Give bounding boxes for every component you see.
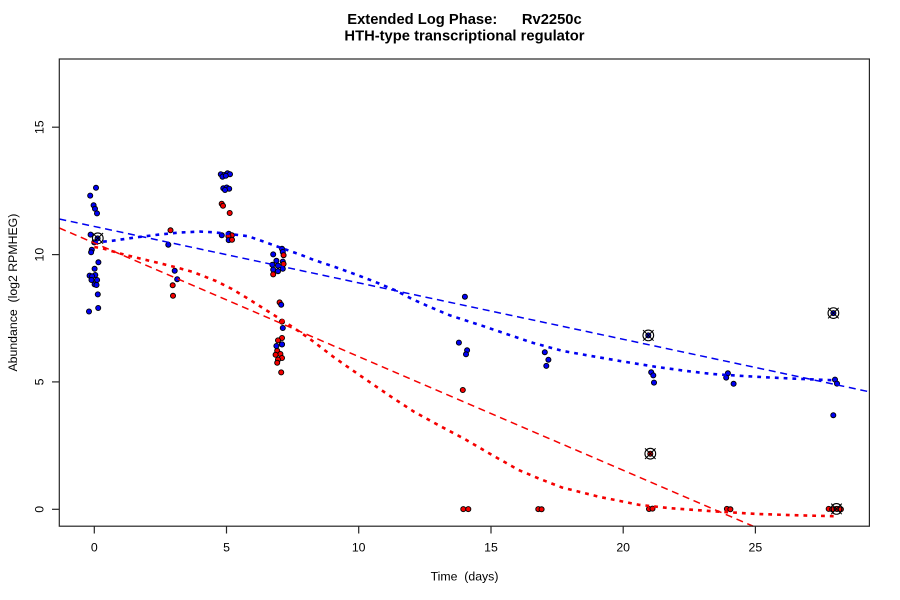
svg-text:10: 10 — [33, 248, 47, 262]
svg-text:10: 10 — [352, 541, 366, 555]
svg-text:15: 15 — [33, 120, 47, 134]
svg-text:Extended Log Phase: Rv225: Extended Log Phase: Rv2250c — [347, 12, 581, 28]
svg-text:25: 25 — [749, 541, 763, 555]
svg-text:Time (days): Time (days) — [431, 570, 499, 584]
svg-text:20: 20 — [616, 541, 630, 555]
svg-text:HTH-type transcriptional regul: HTH-type transcriptional regulator — [344, 28, 584, 44]
svg-text:15: 15 — [484, 541, 498, 555]
svg-text:5: 5 — [33, 378, 47, 385]
svg-text:Abundance (log2 RPMHEG): Abundance (log2 RPMHEG) — [6, 214, 20, 372]
svg-text:5: 5 — [223, 541, 230, 555]
svg-text:0: 0 — [33, 506, 47, 513]
svg-text:0: 0 — [91, 541, 98, 555]
